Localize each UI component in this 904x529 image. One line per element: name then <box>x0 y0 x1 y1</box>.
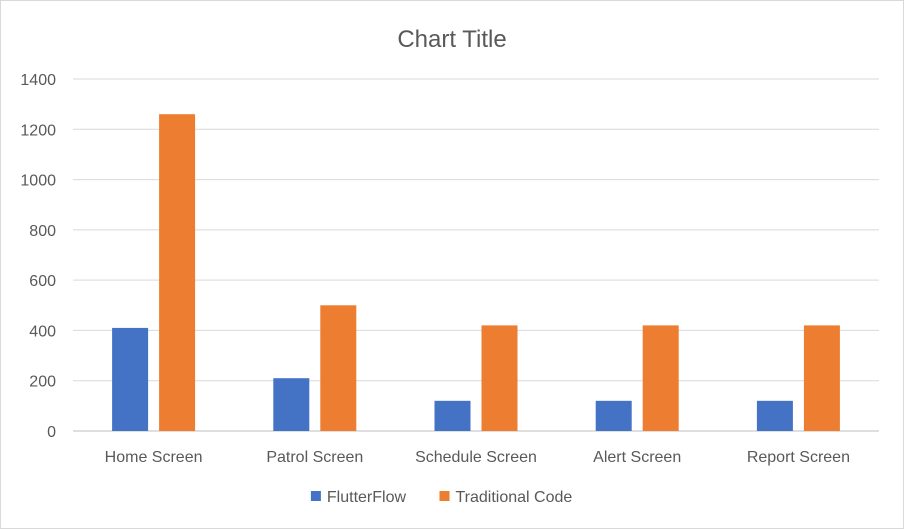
bar-traditional-code <box>159 114 196 431</box>
bar-flutterflow <box>273 378 310 431</box>
bars <box>112 114 840 431</box>
y-tick-label: 1400 <box>20 72 56 89</box>
x-tick-label: Report Screen <box>747 449 850 466</box>
bar-traditional-code <box>481 325 518 431</box>
bar-traditional-code <box>320 305 357 431</box>
y-tick-label: 0 <box>47 424 56 441</box>
y-tick-label: 1000 <box>20 173 56 190</box>
y-tick-label: 800 <box>29 223 56 240</box>
bar-flutterflow <box>434 400 471 431</box>
bar-traditional-code <box>642 325 679 431</box>
bar-traditional-code <box>803 325 840 431</box>
legend-swatch <box>310 491 321 501</box>
x-tick-label: Patrol Screen <box>266 449 363 466</box>
legend-label: FlutterFlow <box>327 489 407 506</box>
legend-item-traditional-code: Traditional Code <box>439 489 573 506</box>
bar-flutterflow <box>756 400 793 431</box>
x-tick-label: Schedule Screen <box>415 449 537 466</box>
x-tick-label: Alert Screen <box>593 449 681 466</box>
gridlines <box>73 78 879 432</box>
bar-flutterflow <box>595 400 632 431</box>
chart-title: Chart Title <box>397 26 506 53</box>
legend-swatch <box>439 491 450 501</box>
x-axis-ticks: Home Screen Patrol Screen Schedule Screen A… <box>105 449 850 466</box>
bar-flutterflow <box>112 327 149 431</box>
legend-label: Traditional Code <box>456 489 573 506</box>
y-tick-label: 200 <box>29 374 56 391</box>
x-tick-label: Home Screen <box>105 449 203 466</box>
y-tick-label: 400 <box>29 323 56 340</box>
y-tick-label: 600 <box>29 273 56 290</box>
legend-item-flutterflow: FlutterFlow <box>310 489 407 506</box>
y-axis-ticks: 0 200 400 600 800 1000 1200 1400 <box>20 72 56 441</box>
y-tick-label: 1200 <box>20 122 56 139</box>
legend: FlutterFlow Traditional Code <box>310 489 573 506</box>
